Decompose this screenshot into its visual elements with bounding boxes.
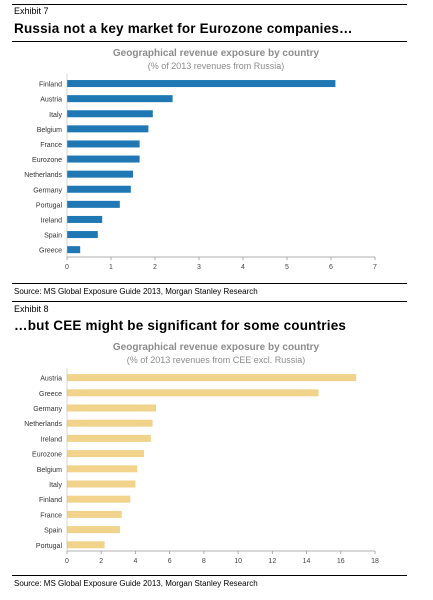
bar: [67, 95, 173, 103]
exhibit-7-source: Source: MS Global Exposure Guide 2013, M…: [14, 287, 258, 296]
category-label: Finland: [39, 497, 62, 504]
category-label: France: [40, 142, 62, 149]
category-label: Eurozone: [32, 452, 62, 459]
bar: [67, 419, 153, 427]
exhibit-8-chart: Geographical revenue exposure by country…: [24, 342, 379, 565]
exhibit-7-title-rule: [12, 41, 407, 42]
category-label: Spain: [44, 233, 62, 240]
bar: [67, 246, 81, 254]
bar: [67, 170, 133, 178]
exhibit-7-bottom-rule: [12, 283, 407, 284]
x-tick-label: 5: [285, 264, 289, 271]
x-tick-label: 10: [234, 558, 242, 565]
category-label: Germany: [33, 187, 62, 194]
exhibit-8-top-rule: [12, 301, 407, 302]
category-label: Ireland: [41, 436, 63, 443]
x-tick-label: 2: [99, 558, 103, 565]
x-tick-label: 2: [153, 264, 157, 271]
x-tick-label: 4: [133, 558, 137, 565]
x-tick-label: 16: [337, 558, 345, 565]
exhibit-7-chart: Geographical revenue exposure by country…: [24, 48, 377, 271]
bar: [67, 434, 151, 442]
category-label: Italy: [49, 482, 62, 489]
bar: [67, 374, 357, 382]
chart-title: Geographical revenue exposure by country: [113, 342, 320, 353]
x-tick-label: 14: [303, 558, 311, 565]
exhibit-8-source: Source: MS Global Exposure Guide 2013, M…: [14, 579, 258, 588]
x-tick-label: 0: [65, 558, 69, 565]
category-label: Eurozone: [32, 157, 62, 164]
bar: [67, 185, 131, 193]
bar: [67, 125, 149, 133]
chart-subtitle: (% of 2013 revenues from Russia): [148, 61, 285, 71]
bar: [67, 389, 319, 397]
x-tick-label: 7: [373, 264, 377, 271]
category-label: Austria: [40, 376, 62, 383]
bar: [67, 465, 138, 473]
bar: [67, 140, 140, 148]
category-label: Ireland: [41, 217, 63, 224]
bar: [67, 80, 336, 88]
x-tick-label: 6: [329, 264, 333, 271]
exhibit-7-top-rule: [12, 4, 407, 5]
category-label: Portugal: [36, 202, 63, 209]
bar: [67, 155, 140, 163]
x-tick-label: 12: [268, 558, 276, 565]
x-tick-label: 4: [241, 264, 245, 271]
category-label: Portugal: [36, 543, 63, 550]
category-label: Belgium: [37, 127, 62, 134]
bar: [67, 215, 103, 223]
bar: [67, 231, 98, 239]
category-label: Finland: [39, 82, 62, 89]
bar: [67, 495, 131, 503]
x-tick-label: 6: [168, 558, 172, 565]
chart-title: Geographical revenue exposure by country: [113, 48, 320, 59]
bar: [67, 510, 122, 518]
bar: [67, 110, 153, 118]
chart-subtitle: (% of 2013 revenues from CEE excl. Russi…: [127, 355, 306, 365]
bar: [67, 526, 121, 534]
bar: [67, 450, 144, 458]
category-label: Italy: [49, 112, 62, 119]
category-label: Netherlands: [24, 421, 62, 428]
x-tick-label: 0: [65, 264, 69, 271]
category-label: Greece: [39, 391, 62, 398]
category-label: France: [40, 512, 62, 519]
x-tick-label: 18: [371, 558, 379, 565]
bar: [67, 480, 136, 488]
exhibit-8-bottom-rule: [12, 575, 407, 576]
category-label: Austria: [40, 97, 62, 104]
x-tick-label: 1: [109, 264, 113, 271]
category-label: Germany: [33, 406, 62, 413]
category-label: Spain: [44, 528, 62, 535]
exhibit-7-label: Exhibit 7: [14, 6, 49, 16]
exhibit-8-label: Exhibit 8: [14, 304, 49, 314]
x-tick-label: 3: [197, 264, 201, 271]
category-label: Greece: [39, 248, 62, 255]
bar: [67, 200, 120, 208]
exhibit-8-title: …but CEE might be significant for some c…: [14, 318, 347, 333]
x-tick-label: 8: [202, 558, 206, 565]
category-label: Netherlands: [24, 172, 62, 179]
category-label: Belgium: [37, 467, 62, 474]
exhibit-7-title: Russia not a key market for Eurozone com…: [14, 21, 353, 36]
bar: [67, 404, 156, 412]
bar: [67, 541, 105, 549]
